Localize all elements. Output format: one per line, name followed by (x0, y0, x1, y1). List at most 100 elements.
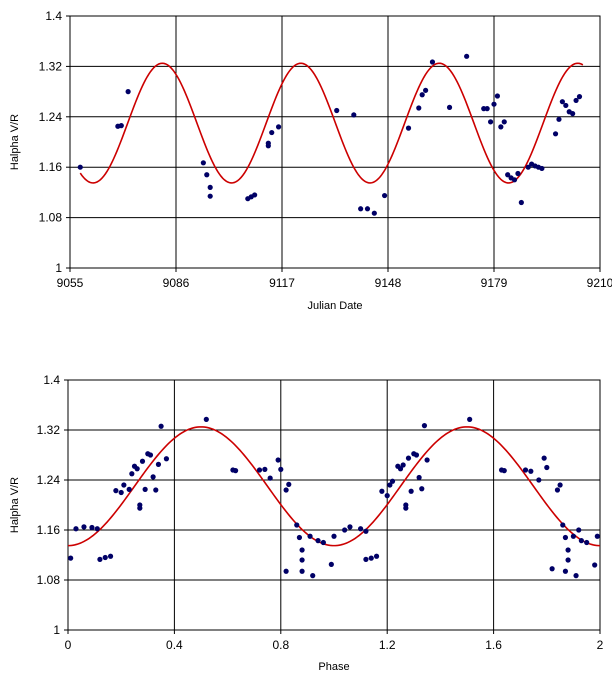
data-point (379, 488, 385, 494)
data-point (405, 455, 412, 461)
data-point (94, 526, 100, 532)
data-point (262, 466, 268, 472)
data-point (397, 466, 404, 472)
data-point (363, 528, 369, 534)
data-point (498, 124, 504, 130)
data-point (573, 573, 579, 579)
data-point (118, 123, 124, 129)
data-point (150, 474, 156, 480)
data-point (158, 423, 164, 429)
data-point (562, 568, 569, 574)
data-point (515, 170, 521, 177)
data-point (484, 106, 490, 112)
y-tick-label: 1.16 (39, 160, 63, 174)
x-tick-label: 1.2 (379, 638, 396, 652)
plot-frame (69, 15, 601, 269)
data-point (142, 486, 148, 492)
data-point (358, 526, 364, 532)
data-point (310, 573, 316, 579)
data-point (126, 486, 132, 492)
data-point (97, 556, 103, 562)
data-point (267, 475, 273, 481)
data-point (283, 487, 289, 493)
x-tick-label: 1.6 (485, 638, 502, 652)
x-axis-label: Julian Date (307, 300, 362, 312)
data-point (363, 556, 369, 562)
data-point (153, 487, 159, 493)
chart-panel-2: 1 1.08 1.16 1.24 1.32 1.4 0 0.4 0.8 1.2 1.6 2 Phase H… (9, 373, 604, 673)
data-point (77, 164, 83, 170)
data-point (328, 561, 334, 567)
data-point (549, 566, 555, 572)
y-axis-label: Halpha V/R (9, 114, 21, 170)
data-point (562, 534, 569, 541)
data-point (400, 462, 406, 468)
data-point (563, 102, 569, 109)
data-point (121, 482, 127, 488)
data-point (129, 471, 135, 477)
chart-panel-1: 1 1.08 1.16 1.24 1.32 1.4 9055 9086 9117 9148 9179… (9, 9, 612, 312)
data-point (578, 538, 584, 544)
data-point (81, 524, 87, 530)
data-point (68, 555, 74, 561)
data-point (334, 107, 340, 114)
data-point (518, 199, 524, 206)
data-point (207, 193, 213, 199)
data-point (565, 547, 571, 553)
data-point (89, 524, 95, 531)
data-point (384, 493, 390, 499)
data-point (505, 172, 511, 178)
data-point (419, 92, 425, 98)
data-point (491, 101, 497, 107)
data-point (275, 124, 282, 130)
data-point (387, 482, 393, 488)
data-point (419, 486, 425, 492)
data-point (389, 478, 396, 484)
data-point (107, 553, 114, 559)
plot-frame (67, 379, 601, 631)
data-point (467, 416, 473, 422)
data-point (381, 192, 388, 199)
x-tick-label: 9210 (587, 276, 612, 290)
data-point (368, 555, 374, 561)
data-point (552, 131, 559, 137)
y-tick-label: 1.32 (37, 423, 61, 437)
data-point (371, 210, 377, 216)
fit-curve (67, 426, 601, 547)
x-tick-label: 2 (597, 638, 604, 652)
x-tick-label: 0 (65, 638, 72, 652)
data-point (373, 553, 380, 559)
data-point (416, 105, 422, 111)
data-point (408, 488, 414, 494)
y-tick-label: 1.24 (39, 110, 63, 124)
data-point (522, 467, 529, 473)
data-point (102, 554, 108, 561)
data-point (118, 489, 124, 496)
data-point (137, 502, 143, 508)
data-point (494, 93, 501, 99)
data-point (283, 568, 289, 574)
data-point (525, 164, 531, 170)
data-point (342, 527, 348, 533)
data-point (203, 416, 209, 422)
fit-curve (79, 62, 584, 184)
y-tick-label: 1.32 (39, 59, 63, 73)
data-point (252, 192, 258, 198)
data-point (559, 99, 565, 105)
y-tick-label: 1.4 (43, 373, 60, 387)
x-tick-label: 9055 (57, 276, 84, 290)
y-tick-label: 1 (53, 623, 60, 637)
y-axis-label: Halpha V/R (9, 477, 21, 533)
data-point (265, 140, 271, 146)
data-point (294, 522, 300, 528)
data-point (269, 129, 275, 136)
data-point (299, 568, 305, 574)
data-point (429, 59, 436, 65)
data-point (541, 455, 547, 461)
data-point (155, 461, 162, 467)
data-point (594, 533, 600, 539)
data-point (286, 481, 292, 487)
data-point (573, 97, 579, 104)
data-point (424, 457, 430, 463)
x-axis-label: Phase (318, 661, 349, 673)
